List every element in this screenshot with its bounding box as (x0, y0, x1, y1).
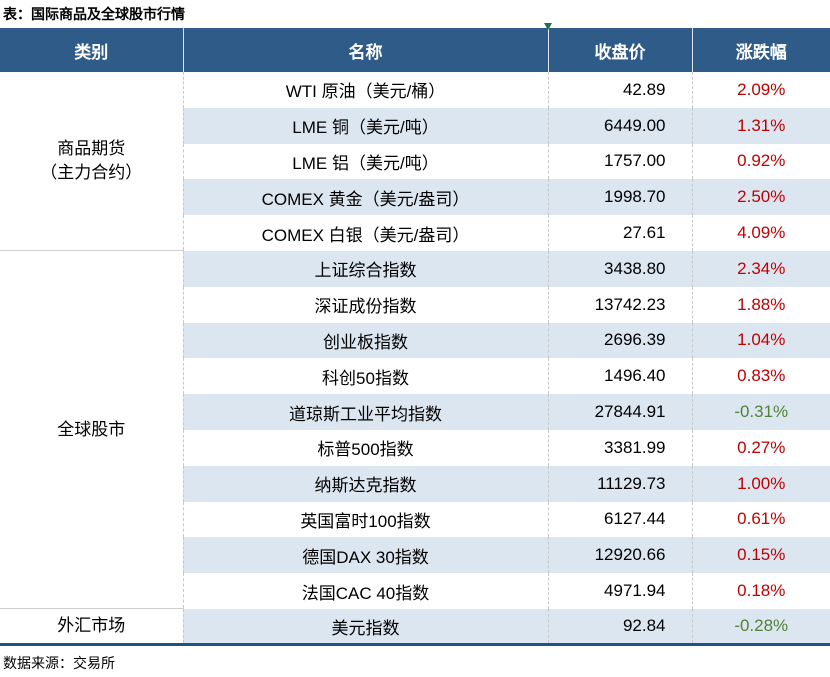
table-row: COMEX 白银（美元/盎司） 27.61 4.09% (0, 215, 830, 251)
instrument-name: 英国富时100指数 (182, 501, 548, 538)
table-row: LME 铝（美元/吨） 1757.00 0.92% (0, 143, 830, 180)
change-percent: 0.18% (691, 573, 830, 609)
instrument-name: 法国CAC 40指数 (182, 573, 548, 609)
change-percent: 0.15% (691, 537, 830, 574)
table-row: 外汇市场 美元指数 92.84 -0.28% (0, 608, 830, 646)
instrument-name: COMEX 黄金（美元/盎司） (182, 179, 548, 216)
close-price: 1757.00 (547, 143, 692, 180)
close-price: 12920.66 (547, 537, 692, 574)
instrument-name: 创业板指数 (182, 322, 548, 359)
change-percent: 1.88% (691, 286, 830, 323)
table-row: 深证成份指数 13742.23 1.88% (0, 286, 830, 323)
table-row: 德国DAX 30指数 12920.66 0.15% (0, 537, 830, 574)
category-global-stocks: 全球股市 (0, 250, 183, 610)
table-row: 标普500指数 3381.99 0.27% (0, 429, 830, 466)
change-percent: -0.31% (691, 394, 830, 430)
table-row: 法国CAC 40指数 4971.94 0.18% (0, 573, 830, 609)
instrument-name: 标普500指数 (182, 429, 548, 466)
header-row: 类别 名称 收盘价 涨跌幅 (0, 28, 830, 72)
instrument-name: WTI 原油（美元/桶） (182, 72, 548, 108)
column-header-name: 名称 (182, 28, 548, 72)
category-commodity-futures: 商品期货 （主力合约） (0, 72, 183, 252)
instrument-name: 科创50指数 (182, 358, 548, 395)
category-forex-market: 外汇市场 (0, 608, 183, 646)
table-row: 纳斯达克指数 11129.73 1.00% (0, 465, 830, 502)
instrument-name: 美元指数 (182, 608, 548, 645)
table-row: 创业板指数 2696.39 1.04% (0, 322, 830, 359)
data-source: 数据来源：交易所 (3, 655, 115, 672)
table-row: LME 铜（美元/吨） 6449.00 1.31% (0, 107, 830, 144)
close-price: 13742.23 (547, 286, 692, 323)
instrument-name: COMEX 白银（美元/盎司） (182, 215, 548, 251)
close-price: 1496.40 (547, 358, 692, 395)
change-percent: 2.34% (691, 250, 830, 287)
change-percent: 0.92% (691, 143, 830, 180)
instrument-name: 道琼斯工业平均指数 (182, 394, 548, 430)
close-price: 11129.73 (547, 465, 692, 502)
close-price: 3438.80 (547, 250, 692, 287)
table-title: 表：国际商品及全球股市行情 (3, 6, 185, 22)
table-row: COMEX 黄金（美元/盎司） 1998.70 2.50% (0, 179, 830, 216)
change-percent: 2.09% (691, 72, 830, 108)
column-header-change: 涨跌幅 (691, 28, 830, 72)
table-row: 商品期货 （主力合约） WTI 原油（美元/桶） 42.89 2.09% (0, 72, 830, 252)
table-row: 科创50指数 1496.40 0.83% (0, 358, 830, 395)
table-row: 英国富时100指数 6127.44 0.61% (0, 501, 830, 538)
change-percent: 1.04% (691, 322, 830, 359)
close-price: 6449.00 (547, 107, 692, 144)
close-price: 92.84 (547, 608, 692, 645)
close-price: 3381.99 (547, 429, 692, 466)
change-percent: -0.28% (691, 608, 830, 645)
change-percent: 2.50% (691, 179, 830, 216)
close-price: 4971.94 (547, 573, 692, 609)
quotes-table: 类别 名称 收盘价 涨跌幅 商品期货 （主力合约） WTI 原油（美元/桶） 4… (0, 28, 830, 647)
table-row: 道琼斯工业平均指数 27844.91 -0.31% (0, 394, 830, 430)
instrument-name: 德国DAX 30指数 (182, 537, 548, 574)
close-price: 27844.91 (547, 394, 692, 430)
change-percent: 0.61% (691, 501, 830, 538)
change-percent: 1.31% (691, 107, 830, 144)
change-percent: 4.09% (691, 215, 830, 251)
close-price: 6127.44 (547, 501, 692, 538)
close-price: 2696.39 (547, 322, 692, 359)
green-corner-mark-icon (544, 23, 552, 30)
column-header-close: 收盘价 (547, 28, 692, 72)
instrument-name: 深证成份指数 (182, 286, 548, 323)
instrument-name: LME 铜（美元/吨） (182, 107, 548, 144)
instrument-name: 上证综合指数 (182, 250, 548, 287)
change-percent: 0.83% (691, 358, 830, 395)
close-price: 1998.70 (547, 179, 692, 216)
change-percent: 1.00% (691, 465, 830, 502)
table-row: 全球股市 上证综合指数 3438.80 2.34% (0, 250, 830, 610)
close-price: 42.89 (547, 72, 692, 108)
instrument-name: LME 铝（美元/吨） (182, 143, 548, 180)
change-percent: 0.27% (691, 429, 830, 466)
column-header-category: 类别 (0, 28, 183, 72)
instrument-name: 纳斯达克指数 (182, 465, 548, 502)
close-price: 27.61 (547, 215, 692, 251)
